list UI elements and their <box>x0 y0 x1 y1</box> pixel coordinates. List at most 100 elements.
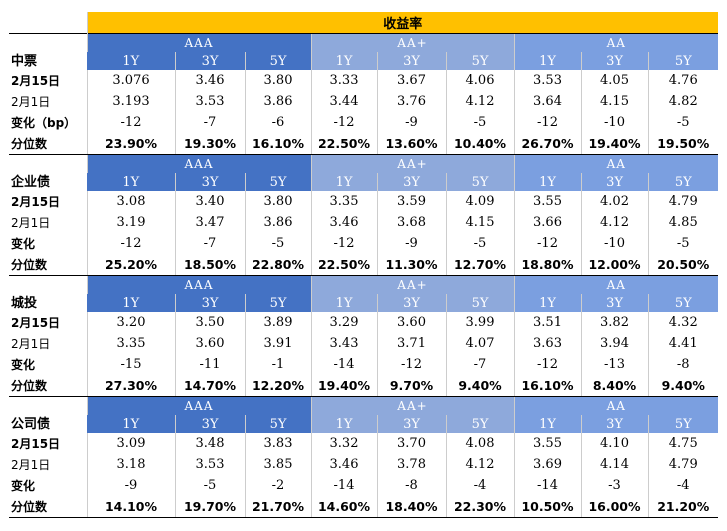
value-cell: -12 <box>310 233 377 254</box>
value-cell: -12 <box>513 354 581 375</box>
percentile-cell: 19.70% <box>174 496 245 518</box>
value-cell: 3.94 <box>580 333 648 354</box>
value-cell: 4.07 <box>445 333 514 354</box>
value-cell: 3.55 <box>513 191 581 212</box>
value-cell: 4.08 <box>445 433 514 454</box>
value-cell: 3.53 <box>174 454 245 475</box>
value-cell: 4.41 <box>647 333 718 354</box>
percentile-cell: 22.50% <box>310 254 377 276</box>
percentile-cell: 9.70% <box>376 375 446 397</box>
table-row: 变化 -12 -7 -5 -12 -9 -5 -12 -10 -5 <box>9 233 718 254</box>
tenor-header: 1Y <box>310 52 377 70</box>
table-row: 2月1日 3.19 3.47 3.86 3.46 3.68 4.15 3.66 4.12 4.85 <box>9 212 718 233</box>
percentile-cell: 19.30% <box>174 133 245 155</box>
tenor-header: 5Y <box>647 415 718 433</box>
value-cell: 3.48 <box>174 433 245 454</box>
tenor-header: 1Y <box>310 173 377 191</box>
table-row: 分位数 25.20% 18.50% 22.80% 22.50% 11.30% 12.70% 1… <box>9 254 718 276</box>
tenor-header: 3Y <box>580 173 648 191</box>
value-cell: 3.29 <box>310 312 377 333</box>
tenor-header: 3Y <box>376 415 446 433</box>
value-cell: 3.89 <box>244 312 311 333</box>
percentile-cell: 13.60% <box>376 133 446 155</box>
section-label: 公司债 <box>9 396 87 433</box>
table-row: 2月15日 3.08 3.40 3.80 3.35 3.59 4.09 3.55 4.02 4.7… <box>9 191 718 212</box>
percentile-cell: 16.00% <box>580 496 648 518</box>
value-cell: 4.12 <box>445 91 514 112</box>
tenor-header: 5Y <box>445 52 514 70</box>
value-cell: -12 <box>86 112 175 133</box>
value-cell: -8 <box>647 354 718 375</box>
value-cell: -7 <box>445 354 514 375</box>
tenor-header: 1Y <box>87 294 175 312</box>
value-cell: -10 <box>580 233 648 254</box>
tenor-header: 1Y <box>310 415 377 433</box>
value-cell: 3.08 <box>86 191 175 212</box>
rating-header: AA+ <box>310 154 514 173</box>
tenor-header: 3Y <box>580 52 648 70</box>
value-cell: 3.09 <box>86 433 175 454</box>
value-cell: 3.076 <box>86 70 175 91</box>
percentile-cell: 9.40% <box>445 375 514 397</box>
value-cell: 3.80 <box>244 70 311 91</box>
value-cell: -5 <box>244 233 311 254</box>
yield-table: 收益率 中票 AAA AA+ AA 1Y 3Y 5Y 1Y 3Y 5Y 1Y 3Y 5Y 2月15日 3.0… <box>9 12 718 518</box>
tenor-header: 5Y <box>445 294 514 312</box>
row-label: 变化 <box>11 237 36 251</box>
row-label: 分位数 <box>9 496 87 518</box>
row-label: 2月15日 <box>11 316 61 330</box>
row-label: 分位数 <box>9 254 87 276</box>
value-cell: -5 <box>445 112 514 133</box>
value-cell: -4 <box>445 475 514 496</box>
value-cell: -8 <box>376 475 446 496</box>
rating-header: AA <box>513 33 718 52</box>
row-label: 2月1日 <box>11 95 51 109</box>
tenor-header: 5Y <box>445 415 514 433</box>
value-cell: -9 <box>376 112 446 133</box>
percentile-cell: 14.60% <box>310 496 377 518</box>
percentile-cell: 11.30% <box>376 254 446 276</box>
value-cell: -1 <box>244 354 311 375</box>
row-label: 变化（bp） <box>11 116 77 130</box>
table-row: 2月1日 3.18 3.53 3.85 3.46 3.78 4.12 3.69 4.14 4.79 <box>9 454 718 475</box>
value-cell: -12 <box>376 354 446 375</box>
value-cell: 3.86 <box>244 91 311 112</box>
value-cell: 4.14 <box>580 454 648 475</box>
table-row: 2月15日 3.20 3.50 3.89 3.29 3.60 3.99 3.51 3.82 4.3… <box>9 312 718 333</box>
value-cell: -14 <box>310 475 377 496</box>
rating-header: AA+ <box>310 396 514 415</box>
value-cell: 3.46 <box>310 212 377 233</box>
value-cell: -15 <box>86 354 175 375</box>
tenor-header: 5Y <box>244 173 311 191</box>
value-cell: 3.32 <box>310 433 377 454</box>
percentile-cell: 12.70% <box>445 254 514 276</box>
table-row: 分位数 27.30% 14.70% 12.20% 19.40% 9.70% 9.40% 16.… <box>9 375 718 397</box>
value-cell: 4.85 <box>647 212 718 233</box>
value-cell: 4.79 <box>647 191 718 212</box>
percentile-cell: 19.50% <box>647 133 718 155</box>
value-cell: 3.43 <box>310 333 377 354</box>
percentile-cell: 10.40% <box>445 133 514 155</box>
value-cell: 3.68 <box>376 212 446 233</box>
value-cell: 3.60 <box>174 333 245 354</box>
percentile-cell: 19.40% <box>310 375 377 397</box>
value-cell: 4.82 <box>647 91 718 112</box>
value-cell: -12 <box>513 233 581 254</box>
value-cell: 3.99 <box>445 312 514 333</box>
tenor-header: 1Y <box>513 52 581 70</box>
value-cell: 4.15 <box>445 212 514 233</box>
table-row: 变化（bp） -12 -7 -6 -12 -9 -5 -12 -10 -5 <box>9 112 718 133</box>
percentile-cell: 18.40% <box>376 496 446 518</box>
corner-blank-cell <box>9 12 87 34</box>
tenor-header: 1Y <box>87 52 175 70</box>
tenor-header: 5Y <box>647 294 718 312</box>
value-cell: 3.63 <box>513 333 581 354</box>
value-cell: -13 <box>580 354 648 375</box>
value-cell: 3.33 <box>310 70 377 91</box>
value-cell: -6 <box>244 112 311 133</box>
table-row: 2月1日 3.35 3.60 3.91 3.43 3.71 4.07 3.63 3.94 4.41 <box>9 333 718 354</box>
tenor-header: 3Y <box>580 294 648 312</box>
section-label: 城投 <box>9 275 87 312</box>
percentile-cell: 8.40% <box>580 375 648 397</box>
percentile-cell: 21.20% <box>647 496 718 518</box>
